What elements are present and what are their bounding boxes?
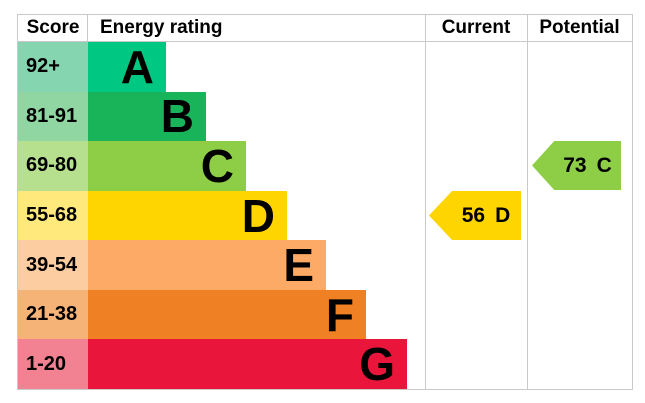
potential-rating-value: 73 xyxy=(563,153,587,177)
band-row-c: 69-80 C xyxy=(18,141,632,191)
current-column-header: Current xyxy=(441,17,511,38)
band-row-g: 1-20 G xyxy=(18,339,632,390)
epc-table: Score Energy rating Current Potential 92… xyxy=(17,14,633,390)
band-score-range: 1-20 xyxy=(18,339,88,390)
band-row-a: 92+ A xyxy=(18,42,632,92)
band-bar-b: B xyxy=(88,91,206,142)
potential-column-header: Potential xyxy=(539,17,620,38)
current-column-divider xyxy=(425,15,426,389)
band-row-e: 39-54 E xyxy=(18,240,632,290)
band-bar-g: G xyxy=(88,339,407,390)
band-bar-d: D xyxy=(88,190,287,241)
current-rating-band: D xyxy=(495,203,511,227)
band-bar-e: E xyxy=(88,240,326,290)
energy-rating-column-header: Energy rating xyxy=(100,17,223,38)
potential-rating-band: C xyxy=(596,153,612,177)
band-score-range: 92+ xyxy=(18,42,88,92)
band-score-range: 39-54 xyxy=(18,240,88,290)
band-row-b: 81-91 B xyxy=(18,91,632,142)
current-rating-value: 56 xyxy=(461,203,486,227)
band-bar-a: A xyxy=(88,42,166,92)
band-bar-f: F xyxy=(88,289,366,340)
score-column-divider xyxy=(87,15,88,42)
band-score-range: 81-91 xyxy=(18,91,88,142)
table-header: Score Energy rating Current Potential xyxy=(18,15,632,42)
score-column-header: Score xyxy=(26,17,80,38)
band-row-f: 21-38 F xyxy=(18,289,632,340)
band-score-range: 55-68 xyxy=(18,190,88,241)
band-bar-c: C xyxy=(88,141,246,191)
band-score-range: 21-38 xyxy=(18,289,88,340)
band-row-d: 55-68 D xyxy=(18,190,632,241)
potential-column-divider xyxy=(527,15,528,389)
current-rating-arrow: 56 D xyxy=(429,191,521,240)
band-score-range: 69-80 xyxy=(18,141,88,191)
